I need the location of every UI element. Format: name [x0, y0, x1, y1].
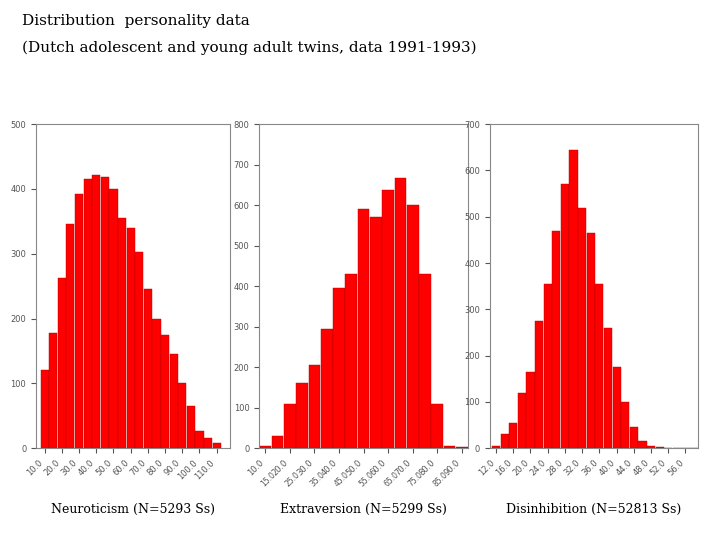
Bar [212, 443, 221, 448]
Text: (Dutch adolescent and young adult twins, data 1991-1993): (Dutch adolescent and young adult twins,… [22, 40, 476, 55]
Bar [127, 228, 135, 448]
Bar [109, 189, 117, 448]
Bar [178, 383, 186, 448]
Bar [561, 184, 569, 448]
Bar [297, 383, 308, 448]
Bar [144, 289, 152, 448]
Bar [370, 217, 382, 448]
Bar [509, 423, 518, 448]
Text: Neuroticism (N=5293 Ss): Neuroticism (N=5293 Ss) [51, 503, 215, 516]
Bar [639, 441, 647, 448]
Bar [456, 447, 468, 448]
Bar [346, 274, 357, 448]
Text: Extraversion (N=5299 Ss): Extraversion (N=5299 Ss) [280, 503, 447, 516]
Bar [92, 176, 100, 448]
Bar [621, 402, 629, 448]
Bar [492, 446, 500, 448]
Bar [444, 446, 456, 448]
Bar [259, 446, 271, 448]
Bar [169, 354, 178, 448]
Bar [604, 328, 612, 448]
Bar [309, 365, 320, 448]
Bar [161, 335, 169, 448]
Bar [613, 367, 621, 448]
Bar [271, 436, 284, 448]
Bar [570, 150, 577, 448]
Bar [419, 274, 431, 448]
Bar [40, 370, 49, 448]
Bar [358, 209, 369, 448]
Bar [204, 438, 212, 448]
Bar [656, 447, 664, 448]
Bar [407, 205, 418, 448]
Bar [544, 284, 552, 448]
Bar [630, 427, 638, 448]
Bar [518, 393, 526, 448]
Bar [75, 194, 83, 448]
Bar [118, 218, 126, 448]
Bar [395, 178, 406, 448]
Bar [284, 403, 296, 448]
Bar [66, 224, 74, 448]
Bar [431, 403, 443, 448]
Bar [153, 319, 161, 448]
Bar [49, 333, 58, 448]
Bar [500, 434, 509, 448]
Bar [84, 179, 91, 448]
Bar [587, 233, 595, 448]
Bar [647, 446, 655, 448]
Text: Distribution  personality data: Distribution personality data [22, 14, 249, 28]
Bar [552, 231, 560, 448]
Bar [195, 431, 204, 448]
Bar [578, 207, 586, 448]
Bar [58, 279, 66, 448]
Bar [535, 321, 543, 448]
Bar [186, 406, 195, 448]
Bar [526, 372, 534, 448]
Bar [382, 190, 394, 448]
Bar [321, 329, 333, 448]
Bar [101, 177, 109, 448]
Bar [333, 288, 345, 448]
Text: Disinhibition (N=52813 Ss): Disinhibition (N=52813 Ss) [506, 503, 682, 516]
Bar [135, 252, 143, 448]
Bar [595, 284, 603, 448]
